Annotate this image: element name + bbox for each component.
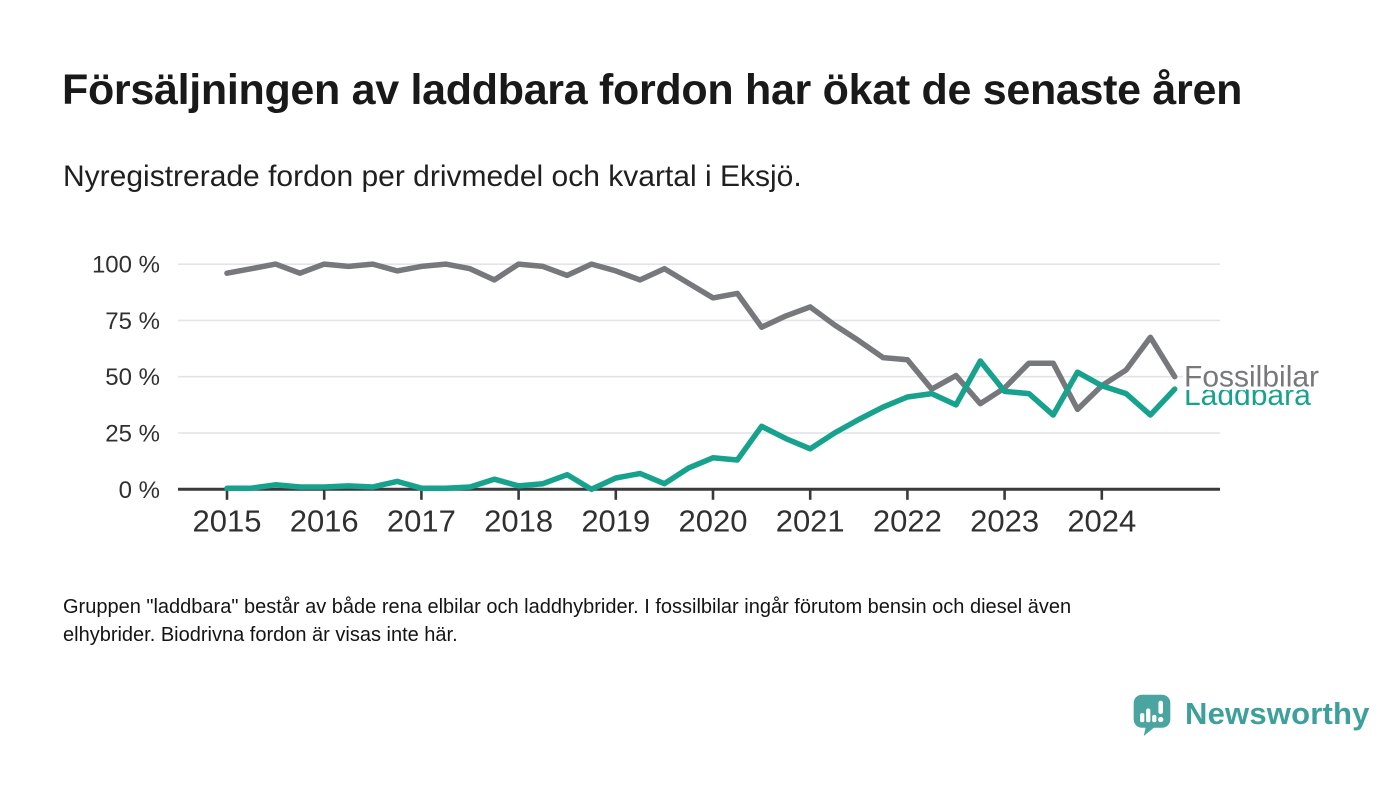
chart-svg: 100 % 75 % 50 % 25 % 0 % 2015 2016 2017 2018 2019… <box>91 251 1320 539</box>
x-tick-label: 2020 <box>679 503 748 538</box>
y-tick-label: 100 % <box>92 252 160 279</box>
footnote-line: elhybrider. Biodrivna fordon är visas in… <box>63 624 458 646</box>
series-line-fossilbilar <box>224 261 1178 413</box>
series-label-laddbara: Laddbara <box>1184 379 1311 412</box>
logo-bar-icon <box>1146 708 1151 723</box>
x-tick-label: 2023 <box>970 503 1039 538</box>
y-tick-label: 75 % <box>105 308 160 335</box>
newsworthy-logo: Newsworthy <box>1130 690 1370 738</box>
x-tick-label: 2021 <box>776 503 845 538</box>
newsworthy-logo-icon <box>1133 694 1171 736</box>
speech-bubble-shape <box>1133 694 1171 736</box>
y-tick-label: 50 % <box>105 364 160 391</box>
logo-exclamation-dot-icon <box>1158 716 1164 723</box>
x-tick-label: 2022 <box>873 503 942 538</box>
newsworthy-logo-text: Newsworthy <box>1185 696 1370 731</box>
logo-bar-icon <box>1152 714 1157 723</box>
footnote-line: Gruppen "laddbara" består av både rena e… <box>63 596 1072 618</box>
x-tick-label: 2018 <box>484 503 553 538</box>
x-tick-label: 2016 <box>290 503 359 538</box>
y-tick-label: 25 % <box>105 421 160 448</box>
x-tick-label: 2015 <box>193 503 262 538</box>
y-tick-label: 0 % <box>119 477 160 504</box>
chart-subtitle: Nyregistrerade fordon per drivmedel och … <box>63 160 802 193</box>
x-tick-label: 2017 <box>387 503 456 538</box>
chart-title: Försäljningen av laddbara fordon har öka… <box>62 66 1243 114</box>
series-label-fossilbilar: Fossilbilar <box>1184 361 1319 394</box>
x-tick-label: 2024 <box>1067 503 1136 538</box>
chart-footnote: Gruppen "laddbara" består av både rena e… <box>63 593 1353 649</box>
series-line-laddbara <box>224 358 1178 493</box>
logo-bar-icon <box>1140 713 1145 723</box>
logo-exclamation-icon <box>1158 700 1163 714</box>
x-tick-label: 2019 <box>581 503 650 538</box>
